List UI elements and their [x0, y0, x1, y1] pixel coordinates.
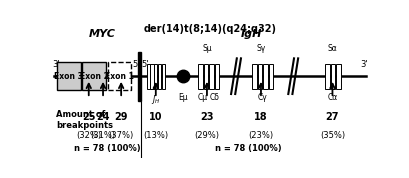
Text: IgH: IgH [240, 29, 261, 39]
Text: n = 78 (100%): n = 78 (100%) [73, 144, 140, 153]
Text: (31%): (31%) [90, 131, 115, 140]
Bar [263, 64, 267, 88]
Text: MYC: MYC [88, 29, 115, 39]
Text: 18: 18 [254, 112, 267, 122]
Text: Sμ: Sμ [202, 44, 211, 53]
Bar [252, 64, 256, 88]
Text: Cγ: Cγ [257, 93, 267, 102]
Text: 10: 10 [149, 112, 162, 122]
Text: 5': 5' [133, 60, 140, 69]
Text: (13%): (13%) [143, 131, 168, 140]
Bar [150, 64, 153, 88]
Text: 5': 5' [141, 60, 148, 69]
Text: $J_H$: $J_H$ [151, 93, 160, 106]
Text: der(14)t(8;14)(q24;q32): der(14)t(8;14)(q24;q32) [143, 24, 276, 34]
Text: Amount of
breakpoints: Amount of breakpoints [56, 110, 113, 130]
Text: 27: 27 [325, 112, 338, 122]
Bar [108, 62, 131, 90]
Text: Cδ: Cδ [209, 93, 219, 102]
Bar [162, 64, 164, 88]
Bar [203, 64, 208, 88]
Bar [335, 64, 340, 88]
Bar [330, 64, 335, 88]
Text: 29: 29 [114, 112, 128, 122]
Text: (35%): (35%) [319, 131, 344, 140]
Bar [268, 64, 272, 88]
Bar [209, 64, 213, 88]
Bar [57, 62, 81, 90]
Text: n = 78 (100%): n = 78 (100%) [214, 144, 281, 153]
Bar [82, 62, 106, 90]
Bar [146, 64, 149, 88]
Bar [198, 64, 202, 88]
Text: 23: 23 [200, 112, 213, 122]
Text: Sγ: Sγ [256, 44, 265, 53]
Text: Cα: Cα [327, 93, 337, 102]
Text: Sα: Sα [327, 44, 337, 53]
Bar [325, 64, 329, 88]
Text: Exon 1: Exon 1 [105, 72, 134, 81]
Text: 3': 3' [360, 60, 367, 69]
Text: Exon 3: Exon 3 [54, 72, 83, 81]
Text: (23%): (23%) [248, 131, 273, 140]
Text: 25: 25 [82, 112, 95, 122]
Text: (32%): (32%) [76, 131, 101, 140]
Bar [154, 64, 157, 88]
Bar [214, 64, 218, 88]
Text: 24: 24 [96, 112, 110, 122]
Text: Exon 2: Exon 2 [79, 72, 108, 81]
Text: (37%): (37%) [108, 131, 133, 140]
Bar [257, 64, 262, 88]
Bar [137, 51, 141, 101]
Bar [157, 64, 161, 88]
Text: Cμ: Cμ [198, 93, 208, 102]
Text: (29%): (29%) [194, 131, 219, 140]
Text: 3': 3' [52, 60, 60, 69]
Text: Eμ: Eμ [178, 93, 187, 102]
